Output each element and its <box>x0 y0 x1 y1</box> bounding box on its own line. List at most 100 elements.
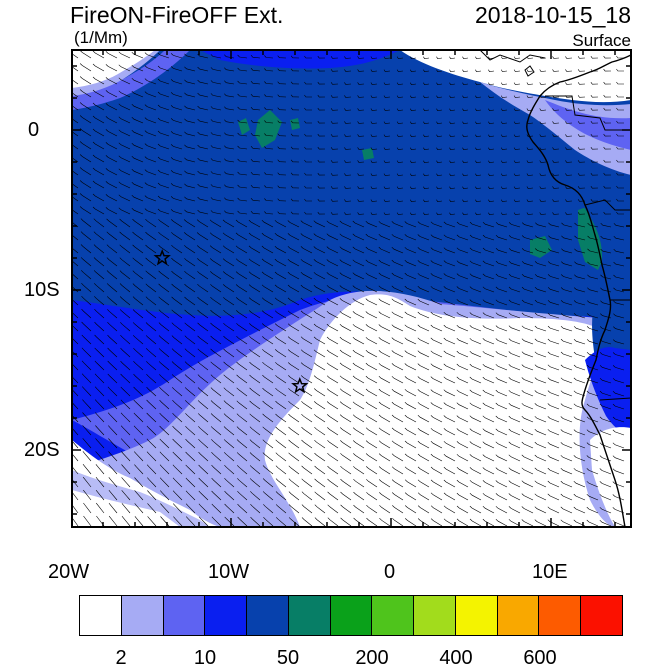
wind-barb <box>133 360 144 371</box>
wind-barb <box>469 286 482 293</box>
wind-barb <box>560 300 573 306</box>
wind-barb <box>119 296 131 306</box>
wind-barb <box>365 324 378 332</box>
wind-barb <box>456 260 469 267</box>
wind-barb <box>565 121 573 124</box>
wind-barb <box>508 312 521 319</box>
wind-barb <box>410 134 417 138</box>
wind-barb <box>95 451 105 462</box>
wind-barb <box>159 412 170 423</box>
wind-barb <box>599 519 612 527</box>
wind-barb <box>301 478 313 488</box>
wind-barb <box>304 94 312 98</box>
wind-barb <box>565 147 573 150</box>
wind-barb <box>172 412 183 423</box>
wind-barb <box>277 211 287 215</box>
wind-barb <box>326 362 339 371</box>
wind-barb <box>237 80 248 85</box>
wind-barb <box>521 286 534 293</box>
wind-barb <box>94 347 105 358</box>
wind-barb <box>488 121 495 125</box>
wind-barb <box>587 235 599 241</box>
wind-barb <box>131 77 144 85</box>
wind-barb <box>430 466 443 475</box>
wind-barb <box>184 79 196 85</box>
wind-barb <box>495 506 508 514</box>
wind-barb <box>263 516 274 527</box>
wind-barb <box>131 181 144 189</box>
wind-barb <box>197 183 209 189</box>
wind-barb <box>95 412 105 423</box>
wind-barb <box>92 63 105 72</box>
wind-barb <box>573 416 586 423</box>
wind-barb <box>456 454 469 462</box>
wind-barb <box>119 270 131 280</box>
wind-barb <box>330 82 339 85</box>
wind-barb <box>552 147 560 150</box>
wind-barb <box>456 221 469 228</box>
wind-barb <box>586 519 599 527</box>
wind-barb <box>72 376 79 384</box>
wind-barb <box>222 284 235 293</box>
wind-barb <box>317 94 326 98</box>
wind-barb <box>612 507 625 514</box>
wind-barb <box>236 400 248 410</box>
wind-barb <box>391 350 404 358</box>
wind-barb <box>326 349 339 358</box>
wind-barb <box>417 427 430 436</box>
wind-barb <box>521 273 534 280</box>
wind-barb <box>72 170 79 176</box>
wind-barb <box>95 490 105 501</box>
wind-barb <box>262 452 274 462</box>
wind-barb <box>352 311 365 319</box>
wind-barb <box>590 56 599 59</box>
wind-barb <box>495 260 508 267</box>
wind-barb <box>94 399 105 410</box>
wind-barb <box>586 416 599 423</box>
wind-barb <box>616 133 624 137</box>
wind-barb <box>547 325 560 332</box>
wind-barb <box>121 503 131 514</box>
wind-barb <box>94 386 105 397</box>
wind-barb <box>72 414 79 423</box>
wind-barb <box>378 233 391 241</box>
wind-barb <box>236 465 248 475</box>
wind-barb <box>357 108 365 111</box>
wind-barb <box>197 413 209 423</box>
wind-barb <box>534 480 547 488</box>
wind-barb <box>327 465 339 475</box>
wind-barb <box>600 222 612 228</box>
wind-barb <box>539 82 547 85</box>
wind-barb <box>482 518 495 527</box>
wind-barb <box>248 219 261 228</box>
wind-barb <box>586 351 599 358</box>
wind-barb <box>456 518 469 527</box>
wind-barb <box>513 186 521 189</box>
wind-barb <box>290 198 300 202</box>
wind-barb <box>250 145 261 150</box>
wind-barb <box>521 312 534 319</box>
wind-barb <box>339 336 352 345</box>
wind-barb <box>250 171 261 176</box>
wind-barb <box>616 81 624 85</box>
wind-barb <box>326 401 339 410</box>
wind-barb <box>118 77 131 85</box>
wind-barb <box>184 335 196 345</box>
wind-barb <box>197 296 209 306</box>
wind-barb <box>198 438 209 449</box>
wind-barb <box>133 425 144 436</box>
wind-barb <box>304 107 312 111</box>
wind-barb <box>508 248 521 254</box>
wind-barb <box>171 270 183 280</box>
wind-barb <box>560 493 573 501</box>
wind-barb <box>197 271 209 280</box>
wind-barb <box>456 492 469 501</box>
wind-barb <box>79 141 92 150</box>
wind-barb <box>145 296 157 306</box>
wind-barb <box>500 134 508 137</box>
wind-barb <box>392 518 404 527</box>
wind-barb <box>264 94 274 98</box>
wind-barb <box>586 493 599 501</box>
wind-barb <box>82 412 92 423</box>
wind-barb <box>300 259 313 267</box>
